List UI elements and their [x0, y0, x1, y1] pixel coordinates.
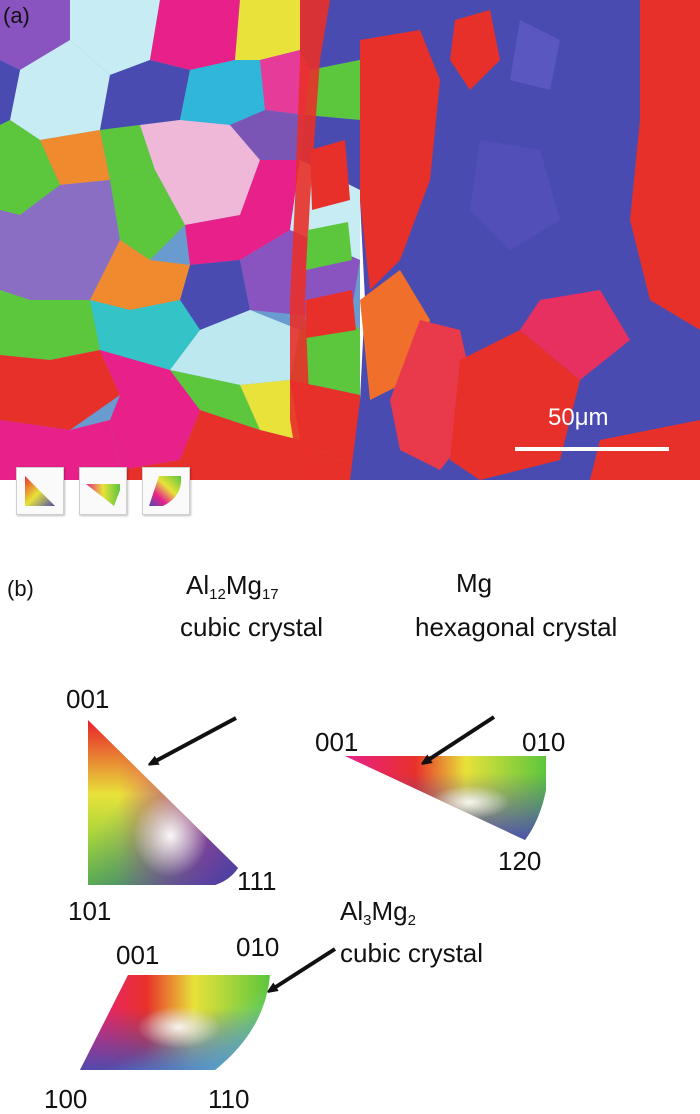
mg-pole-001: 001 [315, 727, 359, 757]
ipf-cubic-sector-icon [142, 467, 190, 515]
ipf-hexagonal-wedge-icon [79, 467, 127, 515]
al3mg2-formula: Al3Mg2 [340, 896, 416, 929]
mg-pole-010: 010 [522, 727, 566, 757]
al3mg2-structure: cubic crystal [340, 938, 484, 968]
ipf-cubic-triangle-icon [16, 467, 64, 515]
al12mg17-pole-101: 101 [68, 896, 112, 926]
al12mg17-ipf-key [88, 720, 238, 885]
al3mg2-pole-001: 001 [116, 940, 160, 970]
panel-b-label: (b) [7, 576, 34, 601]
mg-formula: Mg [456, 568, 493, 598]
al12mg17-pole-111: 111 [237, 866, 277, 896]
arrow-al3mg2 [271, 947, 337, 990]
arrow-al12mg17 [152, 716, 237, 763]
al12mg17-structure: cubic crystal [180, 612, 324, 642]
al3mg2-pole-100: 100 [44, 1084, 88, 1114]
scale-bar-label: 50μm [548, 404, 609, 431]
arrow-mg [425, 715, 496, 762]
ebsd-orientation-map [0, 0, 700, 480]
al3mg2-pole-010: 010 [236, 932, 280, 962]
al12mg17-formula: Al12Mg17 [186, 570, 279, 603]
al12mg17-pole-001: 001 [66, 684, 110, 714]
al3mg2-ipf-key [80, 975, 270, 1070]
panel-a-label: (a) [3, 3, 30, 28]
scale-bar [515, 447, 669, 451]
al3mg2-pole-110: 110 [208, 1084, 250, 1114]
mg-pole-120: 120 [498, 846, 542, 876]
mg-structure: hexagonal crystal [415, 612, 618, 642]
mg-ipf-key [345, 756, 546, 840]
